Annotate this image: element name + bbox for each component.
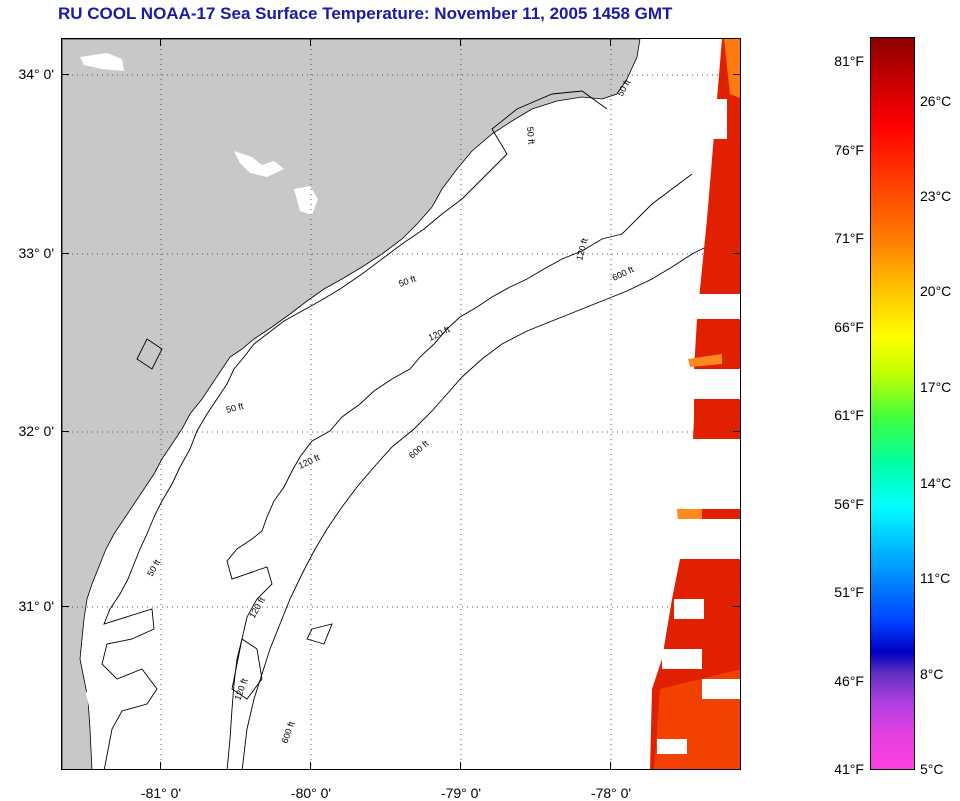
tick-mark <box>733 253 741 254</box>
celsius-label: 17°C <box>920 379 952 395</box>
tick-mark <box>61 253 69 254</box>
fahrenheit-label: 46°F <box>834 673 864 689</box>
fahrenheit-label: 81°F <box>834 53 864 69</box>
tick-mark <box>61 606 69 607</box>
latitude-label: 31° 0' <box>18 598 54 614</box>
latitude-label: 32° 0' <box>18 423 54 439</box>
map-title: RU COOL NOAA-17 Sea Surface Temperature:… <box>58 4 673 23</box>
fahrenheit-label: 61°F <box>834 407 864 423</box>
sst-map[interactable]: 50 ft 50 ft 50 ft 50 ft 50 ft 120 ft 120… <box>61 38 741 770</box>
inland-lake <box>80 53 124 71</box>
fahrenheit-label: 71°F <box>834 230 864 246</box>
celsius-label: 8°C <box>920 666 944 682</box>
fahrenheit-label: 51°F <box>834 584 864 600</box>
latitude-label: 33° 0' <box>18 245 54 261</box>
longitude-label: -79° 0' <box>440 785 482 801</box>
celsius-label: 26°C <box>920 93 952 109</box>
celsius-label: 14°C <box>920 475 952 491</box>
depth-label: 50 ft <box>145 557 163 578</box>
depth-label: 600 ft <box>279 720 296 745</box>
depth-label: 120 ft <box>232 677 249 702</box>
depth-contours <box>101 90 740 769</box>
depth-label: 120 ft <box>427 324 452 343</box>
latitude-label: 34° 0' <box>18 66 54 82</box>
map-canvas: 50 ft 50 ft 50 ft 50 ft 50 ft 120 ft 120… <box>62 39 740 769</box>
tick-mark <box>733 606 741 607</box>
celsius-label: 5°C <box>920 761 944 777</box>
tick-mark <box>733 74 741 75</box>
fahrenheit-label: 56°F <box>834 496 864 512</box>
longitude-label: -81° 0' <box>140 785 182 801</box>
inland-lake <box>294 186 318 215</box>
tick-mark <box>310 38 311 46</box>
depth-label: 120 ft <box>247 595 267 620</box>
depth-label: 120 ft <box>297 452 322 471</box>
longitude-label: -78° 0' <box>590 785 632 801</box>
longitude-label: -80° 0' <box>290 785 332 801</box>
depth-label: 600 ft <box>407 438 431 460</box>
tick-mark <box>460 38 461 46</box>
celsius-label: 20°C <box>920 283 952 299</box>
contour-600ft <box>241 229 740 769</box>
land-mass <box>62 39 641 769</box>
inland-lake <box>86 679 94 711</box>
inland-lake <box>234 151 284 177</box>
temperature-colorbar <box>870 37 915 770</box>
tick-mark <box>460 762 461 770</box>
tick-mark <box>733 431 741 432</box>
tick-mark <box>610 762 611 770</box>
tick-mark <box>310 762 311 770</box>
tick-mark <box>160 38 161 46</box>
tick-mark <box>610 38 611 46</box>
depth-label: 50 ft <box>397 273 417 289</box>
celsius-label: 23°C <box>920 188 952 204</box>
depth-label: 120 ft <box>574 237 590 262</box>
fahrenheit-label: 66°F <box>834 319 864 335</box>
depth-label: 600 ft <box>611 264 636 283</box>
tick-mark <box>61 74 69 75</box>
tick-mark <box>160 762 161 770</box>
contour-50ft <box>101 90 608 769</box>
graticule <box>62 39 740 769</box>
depth-label: 50 ft <box>525 126 537 145</box>
fahrenheit-label: 41°F <box>834 761 864 777</box>
depth-label: 50 ft <box>225 401 245 415</box>
tick-mark <box>61 431 69 432</box>
sst-swath <box>650 39 740 769</box>
celsius-label: 11°C <box>920 570 951 586</box>
fahrenheit-label: 76°F <box>834 142 864 158</box>
contour-120ft <box>226 173 693 769</box>
